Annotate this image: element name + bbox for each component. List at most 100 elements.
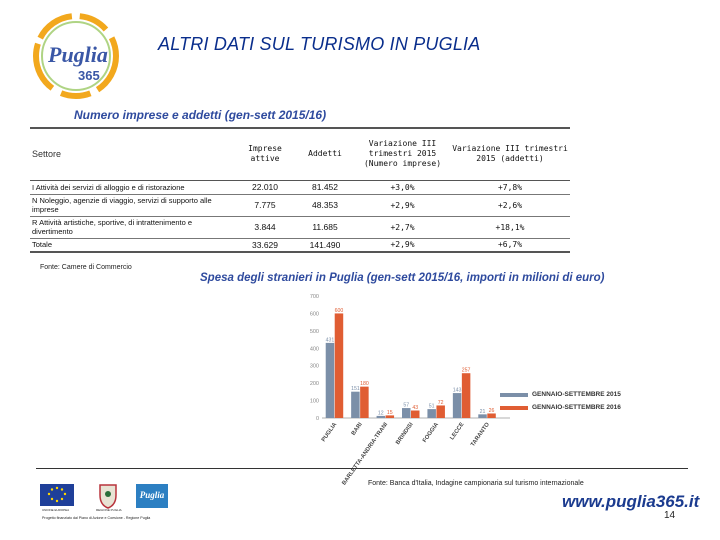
y-tick-label: 100 [310, 399, 319, 405]
y-tick-label: 500 [310, 329, 319, 335]
footer-note: Progetto finanziato dal Piano di Azione … [42, 516, 151, 520]
table-row-total: Totale 33.629 141.490 +2,9% +6,7% [30, 238, 570, 252]
chart-source: Fonte: Banca d'Italia, Indagine campiona… [368, 480, 584, 487]
bar [385, 415, 395, 418]
y-tick-label: 0 [316, 416, 319, 422]
bar-value-label: 21 [480, 409, 486, 415]
col-header-var-addetti: Variazione III trimestri 2015 (addetti) [452, 144, 568, 164]
bar [325, 342, 335, 418]
logo-number: 365 [78, 68, 100, 83]
bar-value-label: 180 [360, 381, 369, 387]
bar-value-label: 57 [403, 403, 409, 409]
bar-value-label: 12 [378, 410, 384, 416]
table-subtitle: Numero imprese e addetti (gen-sett 2015/… [74, 108, 327, 122]
bar-value-label: 26 [489, 408, 495, 414]
bar [461, 373, 471, 418]
y-tick-label: 600 [310, 311, 319, 317]
promozione-logo-text: Puglia [140, 490, 165, 500]
regione-label: REGIONE PUGLIA [96, 508, 122, 512]
y-tick-label: 700 [310, 294, 319, 300]
col-header-addetti: Addetti [308, 149, 342, 159]
cell-imprese: 3.844 [254, 222, 276, 232]
x-category-label: TARANTO [470, 421, 491, 448]
bar-value-label: 43 [412, 405, 418, 411]
legend-label-2015: GENNAIO-SETTEMBRE 2015 [532, 391, 621, 398]
cell-addetti: 48.353 [312, 200, 338, 210]
legend-label-2016: GENNAIO-SETTEMBRE 2016 [532, 404, 621, 411]
chart-title: Spesa degli stranieri in Puglia (gen-set… [200, 272, 605, 284]
cell-var-addetti: +2,6% [497, 200, 523, 210]
y-tick-label: 200 [310, 381, 319, 387]
y-tick-label: 300 [310, 364, 319, 370]
cell-var-imprese: +3,0% [390, 182, 415, 192]
bar-value-label: 600 [335, 308, 344, 314]
cell-addetti: 141.490 [309, 239, 341, 250]
bar-value-label: 72 [438, 400, 444, 406]
cell-addetti: 11.685 [312, 222, 338, 232]
bar-value-label: 257 [462, 368, 471, 374]
puglia-promozione-logo-icon: Puglia [136, 484, 168, 508]
website-url[interactable]: www.puglia365.it [562, 492, 700, 511]
cell-settore: Totale [32, 240, 53, 250]
legend-swatch-2016 [500, 405, 528, 410]
x-category-label: FOGGIA [422, 421, 440, 444]
bar-value-label: 431 [326, 337, 335, 343]
cell-imprese: 33.629 [252, 239, 278, 250]
bar [436, 405, 445, 418]
bar-value-label: 143 [453, 388, 462, 394]
cell-imprese: 22.010 [252, 182, 278, 192]
legend-item-2015: GENNAIO-SETTEMBRE 2015 [500, 388, 621, 401]
bar [402, 408, 411, 418]
eu-flag-icon [40, 484, 74, 506]
table-row: N Noleggio, agenzie di viaggio, servizi … [30, 194, 570, 216]
bar [376, 415, 386, 418]
spesa-bar-chart: 0 100 200 300 400 500 600 700 431 600 PUGLIA 151180… [310, 294, 510, 487]
page-title: ALTRI DATI SUL TURISMO IN PUGLIA [158, 34, 481, 54]
cell-var-addetti: +7,8% [497, 182, 523, 192]
regione-puglia-crest-icon [99, 484, 117, 509]
bar [334, 313, 344, 418]
bar-value-label: 15 [387, 410, 393, 416]
bar [411, 410, 420, 418]
page-number: 14 [664, 510, 676, 521]
table-source: Fonte: Camere di Commercio [40, 264, 132, 271]
bar [478, 414, 487, 418]
bar [351, 391, 360, 418]
bar-value-label: 51 [429, 404, 435, 410]
bar-value-label: 151 [351, 386, 360, 392]
cell-imprese: 7.775 [254, 200, 276, 210]
table-row: R Attività artistiche, sportive, di intr… [30, 216, 570, 238]
y-tick-label: 400 [310, 346, 319, 352]
x-category-label: LECCE [449, 422, 465, 442]
cell-var-addetti: +18,1% [495, 222, 525, 232]
x-category-label: BRINDISI [395, 421, 415, 446]
table-header-row: Settore Imprese attive Addetti Variazion… [30, 128, 570, 180]
legend-swatch-2015 [500, 392, 528, 397]
cell-var-imprese: +2,9% [390, 200, 415, 210]
bar [360, 386, 369, 418]
eu-label: UNIONE EUROPEA [42, 508, 69, 512]
legend-item-2016: GENNAIO-SETTEMBRE 2016 [500, 401, 621, 414]
col-header-imprese: Imprese attive [248, 144, 282, 164]
bar [452, 393, 462, 418]
footer-divider [36, 468, 688, 469]
col-header-settore: Settore [32, 149, 62, 160]
puglia365-logo: Puglia 365 [26, 10, 130, 102]
cell-addetti: 81.452 [312, 182, 338, 192]
cell-settore: I Attività dei servizi di alloggio e di … [32, 182, 185, 192]
x-category-label: PUGLIA [321, 421, 339, 443]
x-category-label: BARI [351, 421, 364, 436]
imprese-table: Settore Imprese attive Addetti Variazion… [30, 127, 570, 253]
chart-legend: GENNAIO-SETTEMBRE 2015 GENNAIO-SETTEMBRE… [500, 388, 621, 414]
table-row: I Attività dei servizi di alloggio e di … [30, 180, 570, 194]
x-category-label: BARLETTA-ANDRIA-TRANI [341, 421, 389, 486]
bar [487, 413, 496, 418]
footer-logos: Puglia UNIONE EUROPEA REGIONE PUGLIA [38, 482, 178, 512]
bar [427, 409, 436, 418]
cell-var-imprese: +2,9% [390, 240, 415, 250]
cell-var-imprese: +2,7% [390, 222, 415, 232]
logo-text: Puglia [47, 42, 108, 67]
cell-settore: N Noleggio, agenzie di viaggio, servizi … [32, 196, 212, 214]
cell-var-addetti: +6,7% [497, 240, 523, 250]
cell-settore: R Attività artistiche, sportive, di intr… [32, 218, 193, 236]
